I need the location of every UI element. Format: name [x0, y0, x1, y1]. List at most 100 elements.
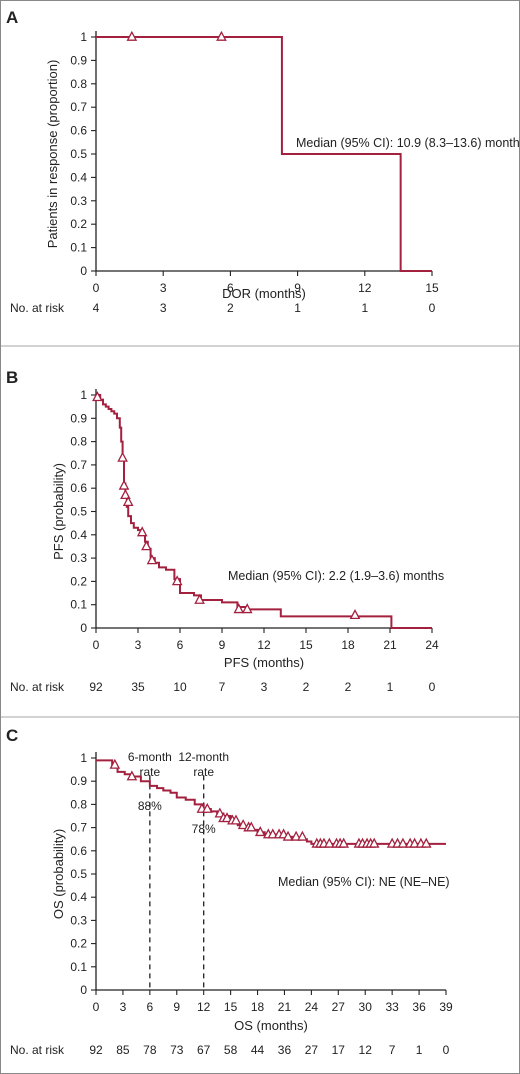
panel-c-risk-count: 0: [443, 1043, 450, 1057]
panel-b-censor-marker: [171, 575, 183, 586]
panel-b-x-tick-label: 3: [135, 638, 142, 652]
panel-c-risk-count: 44: [251, 1043, 265, 1057]
panel-a-y-tick-label: 1: [80, 30, 87, 44]
panel-a-x-tick-label: 12: [358, 281, 372, 295]
panel-b-y-tick-label: 0.7: [70, 458, 87, 472]
panel-c-median-annotation: Median (95% CI): NE (NE–NE): [278, 875, 450, 889]
panel-c-censor-marker: [109, 758, 121, 769]
panel-c-x-tick-label: 9: [173, 1000, 180, 1014]
panel-c-landmark-label: rate: [140, 765, 161, 779]
panel-a-y-tick-label: 0.8: [70, 77, 87, 91]
panel-c-risk-count: 7: [389, 1043, 396, 1057]
panel-c-x-tick-label: 24: [305, 1000, 319, 1014]
panel-a-median-annotation: Median (95% CI): 10.9 (8.3–13.6) months: [296, 136, 520, 150]
panel-c-censor-marker: [420, 837, 432, 848]
panel-c-censor-marker: [126, 770, 138, 781]
panel-a-censor-marker: [216, 30, 227, 41]
panel-b-censor-marker: [194, 593, 205, 604]
panel-a-y-tick-label: 0.6: [70, 124, 87, 138]
panel-c-censor-marker: [297, 830, 308, 841]
panel-a-risk-count: 2: [227, 301, 234, 315]
panel-a-risk-count: 0: [429, 301, 436, 315]
panel-a-x-tick-label: 0: [93, 281, 100, 295]
panel-b-y-tick-label: 0: [80, 621, 87, 635]
panel-a-letter: A: [6, 8, 18, 27]
panel-b-x-tick-label: 21: [383, 638, 397, 652]
panel-c-x-tick-label: 21: [278, 1000, 292, 1014]
panel-a-risk-count: 4: [93, 301, 100, 315]
panel-b-risk-count: 35: [131, 680, 145, 694]
panel-a-x-tick-label: 9: [294, 281, 301, 295]
panel-c-censor-marker: [409, 837, 420, 848]
panel-b-risk-count: 2: [345, 680, 352, 694]
panel-b-risk-count: 7: [219, 680, 226, 694]
panel-b-risk-count: 92: [89, 680, 103, 694]
panel-b-x-axis-label: PFS (months): [224, 655, 304, 670]
panel-b-x-tick-label: 24: [425, 638, 439, 652]
panel-c-risk-count: 92: [89, 1043, 103, 1057]
panel-c-x-tick-label: 30: [359, 1000, 373, 1014]
panel-b-y-tick-label: 0.1: [70, 598, 87, 612]
panel-c-y-tick-label: 0.7: [70, 821, 87, 835]
panel-b-y-tick-label: 0.5: [70, 505, 87, 519]
panel-b-y-tick-label: 1: [80, 388, 87, 402]
panel-c-censor-marker: [230, 814, 242, 825]
panel-c-x-tick-label: 36: [412, 1000, 426, 1014]
panel-c-y-tick-label: 0.6: [70, 844, 87, 858]
panel-c-censor-marker: [368, 837, 380, 848]
panel-a-y-tick-label: 0.9: [70, 53, 87, 67]
panel-a-survival-curve: [96, 36, 432, 272]
panel-c-censor-marker: [397, 837, 409, 848]
panel-c-landmark-label: rate: [193, 765, 214, 779]
panel-c-x-tick-label: 12: [197, 1000, 211, 1014]
panel-c-censor-marker: [338, 837, 350, 848]
panel-b-median-annotation: Median (95% CI): 2.2 (1.9–3.6) months: [228, 569, 444, 583]
panel-c-censor-marker: [282, 830, 294, 841]
panel-c-risk-count: 58: [224, 1043, 238, 1057]
panel-b-y-axis-label: PFS (probability): [51, 463, 66, 560]
panel-b-survival-curve: [96, 394, 432, 629]
panel-c-y-tick-label: 0: [80, 983, 87, 997]
panel-b-y-tick-label: 0.3: [70, 551, 87, 565]
panel-a-risk-count: 3: [160, 301, 167, 315]
panel-b-x-tick-label: 0: [93, 638, 100, 652]
panel-b-censor-marker: [117, 451, 128, 462]
panel-c-y-tick-label: 0.5: [70, 867, 87, 881]
panel-c-risk-count: 73: [170, 1043, 184, 1057]
panel-b-risk-count: 0: [429, 680, 436, 694]
panel-b-risk-count: 10: [173, 680, 187, 694]
panel-c-risk-count: 12: [359, 1043, 373, 1057]
panel-c-censor-marker: [221, 812, 233, 823]
panel-c-risk-label: No. at risk: [10, 1043, 65, 1057]
panel-b-y-tick-label: 0.6: [70, 481, 87, 495]
panel-c-risk-count: 78: [143, 1043, 157, 1057]
panel-b-x-tick-label: 18: [341, 638, 355, 652]
panel-c-risk-count: 85: [116, 1043, 130, 1057]
panel-b-risk-count: 1: [387, 680, 394, 694]
panel-c-x-tick-label: 6: [147, 1000, 154, 1014]
panel-c-y-tick-label: 0.3: [70, 913, 87, 927]
panel-c-y-tick-label: 0.2: [70, 937, 87, 951]
panel-b-censor-marker: [118, 479, 130, 490]
panel-b-risk-count: 3: [261, 680, 268, 694]
panel-b-risk-label: No. at risk: [10, 680, 65, 694]
panel-b-censor-marker: [141, 540, 152, 551]
panel-b-x-tick-label: 6: [177, 638, 184, 652]
panel-b-y-tick-label: 0.8: [70, 435, 87, 449]
panel-c-y-tick-label: 0.1: [70, 960, 87, 974]
panel-b-censor-marker: [233, 603, 245, 614]
panel-a-y-tick-label: 0.2: [70, 217, 87, 231]
panel-c-risk-count: 27: [305, 1043, 319, 1057]
panel-c-landmark-value: 88%: [138, 799, 162, 813]
panel-c-landmark-value: 78%: [192, 822, 216, 836]
panel-a-risk-count: 1: [294, 301, 301, 315]
panel-c-x-tick-label: 39: [439, 1000, 453, 1014]
panel-c-x-axis-label: OS (months): [234, 1018, 308, 1033]
panel-a-risk-count: 1: [361, 301, 368, 315]
panel-c-y-tick-label: 1: [80, 751, 87, 765]
panel-a-y-tick-label: 0.4: [70, 170, 87, 184]
panel-c-letter: C: [6, 726, 18, 745]
panel-a-y-tick-label: 0.1: [70, 241, 87, 255]
panel-a-y-tick-label: 0: [80, 264, 87, 278]
